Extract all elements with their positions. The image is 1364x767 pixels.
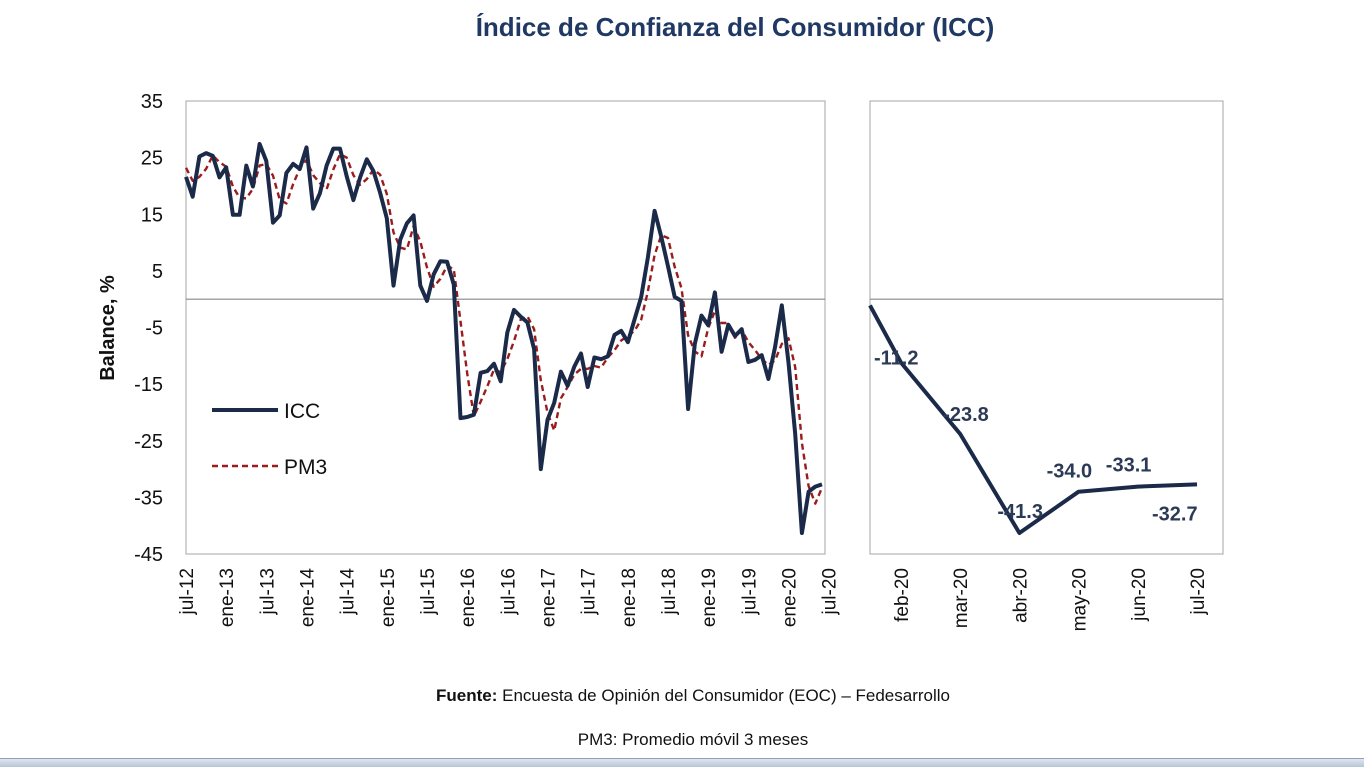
x-tick-label: ene-13 [217,568,238,627]
x-tick-label: jul-18 [659,568,680,615]
series-line-icc [184,142,823,535]
x-tick-label: ene-16 [458,568,479,627]
data-label: -32.7 [1152,503,1198,525]
x-tick-label: ene-17 [539,568,560,627]
y-tick-label: -45 [134,544,163,566]
x-tick-label: ene-15 [378,568,399,627]
right-plot-frame [869,100,1224,555]
source-note: Fuente: Encuesta de Opinión del Consumid… [0,686,1364,706]
x-tick-label: jul-19 [739,568,760,615]
x-tick-label: jul-20 [820,568,841,615]
y-tick-label: -35 [134,487,163,509]
source-label: Fuente: [436,686,498,705]
data-label: -41.3 [997,501,1043,523]
y-tick-label: -25 [134,431,163,453]
chart-title: Índice de Confianza del Consumidor (ICC) [475,12,995,42]
x-tick-label-recent: may-20 [1070,568,1091,631]
x-tick-label: jul-12 [177,568,198,615]
y-tick-label: -15 [134,374,163,396]
x-tick-label-recent: mar-20 [951,568,972,628]
x-tick-label-recent: abr-20 [1010,568,1031,623]
y-axis-label: Balance, % [97,275,119,381]
x-tick-label: ene-18 [619,568,640,627]
y-tick-label: 5 [152,261,163,283]
y-tick-label: 35 [141,91,163,113]
x-tick-label: ene-19 [699,568,720,627]
y-tick-label: 15 [141,204,163,226]
left-plot-frame [185,100,826,555]
footnote: PM3: Promedio móvil 3 meses [577,730,809,749]
x-tick-label: jul-15 [418,568,439,615]
data-label: -23.8 [943,404,989,426]
x-tick-label: ene-20 [780,568,801,627]
taskbar-strip [0,758,1364,767]
series-line-icc-recent [868,304,1198,535]
data-label: -34.0 [1047,461,1093,483]
x-tick-label: ene-14 [298,568,319,628]
x-tick-label: jul-16 [498,568,519,615]
x-tick-label: jul-17 [579,568,600,615]
y-tick-label: 25 [141,148,163,170]
x-tick-label: jul-13 [257,568,278,615]
x-tick-label-recent: jun-20 [1129,568,1150,622]
x-tick-label-recent: feb-20 [892,568,913,622]
source-text: Encuesta de Opinión del Consumidor (EOC)… [497,686,950,705]
legend-label-pm3: PM3 [284,456,327,479]
x-tick-label-recent: jul-20 [1188,568,1209,615]
legend-label-icc: ICC [284,400,320,423]
data-label: -33.1 [1106,455,1152,477]
y-tick-label: -5 [145,318,163,340]
x-tick-label: jul-14 [338,568,359,616]
data-label: -11.2 [874,348,918,370]
